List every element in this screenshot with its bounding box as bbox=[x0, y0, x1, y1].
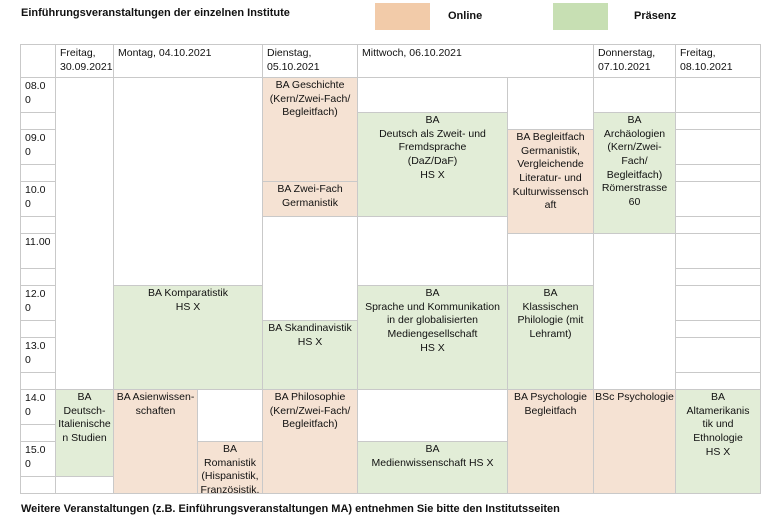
empty-cell bbox=[676, 165, 761, 182]
empty-cell bbox=[676, 130, 761, 165]
empty-cell bbox=[198, 390, 263, 442]
empty-cell bbox=[358, 78, 508, 113]
empty-cell bbox=[594, 234, 676, 390]
event-cell: BA Romanistik (Hispanistik, Französistik… bbox=[198, 442, 263, 494]
event-cell: BA Archäologien (Kern/Zwei- Fach/ Beglei… bbox=[594, 113, 676, 234]
legend-praesenz-label: Präsenz bbox=[634, 10, 677, 22]
event-cell: BA Medienwissenschaft HS X bbox=[358, 442, 508, 494]
event-cell: BSc Psychologie bbox=[594, 390, 676, 494]
footer-note: Weitere Veranstaltungen (z.B. Einführung… bbox=[21, 503, 560, 515]
time-cell: 12.00 bbox=[21, 286, 56, 321]
day-header-cell: Donnerstag, 07.10.2021 bbox=[594, 45, 676, 78]
event-cell: BA Skandinavistik HS X bbox=[263, 321, 358, 390]
empty-cell bbox=[263, 217, 358, 321]
event-cell: BA Deutsch- Italienische n Studien bbox=[56, 390, 114, 477]
event-cell: BA Deutsch als Zweit- und Fremdsprache (… bbox=[358, 113, 508, 217]
empty-cell bbox=[676, 321, 761, 338]
empty-cell bbox=[56, 78, 114, 390]
day-header-cell: Dienstag, 05.10.2021 bbox=[263, 45, 358, 78]
time-cell: 14.00 bbox=[21, 390, 56, 425]
time-half-cell bbox=[21, 269, 56, 286]
time-half-cell bbox=[21, 321, 56, 338]
time-half-cell bbox=[21, 373, 56, 390]
empty-cell bbox=[594, 78, 676, 113]
event-cell: BA Geschichte (Kern/Zwei-Fach/ Begleitfa… bbox=[263, 78, 358, 182]
empty-cell bbox=[508, 78, 594, 130]
event-cell: BA Sprache und Kommunikation in der glob… bbox=[358, 286, 508, 390]
day-header-cell: Mittwoch, 06.10.2021 bbox=[358, 45, 594, 78]
empty-cell bbox=[358, 390, 508, 442]
time-half-cell bbox=[21, 425, 56, 442]
time-cell: 10.00 bbox=[21, 182, 56, 217]
event-cell: BA Altamerikanis tik und Ethnologie HS X bbox=[676, 390, 761, 494]
empty-cell bbox=[676, 338, 761, 373]
time-cell: 13.00 bbox=[21, 338, 56, 373]
timetable: Freitag, 30.09.2021 Montag, 04.10.2021 Die… bbox=[20, 44, 761, 494]
event-cell: BA Philosophie (Kern/Zwei-Fach/ Begleitf… bbox=[263, 390, 358, 494]
day-header-cell: Freitag, 08.10.2021 bbox=[676, 45, 761, 78]
event-cell: BA Psychologie Begleitfach bbox=[508, 390, 594, 494]
day-header-cell: Freitag, 30.09.2021 bbox=[56, 45, 114, 78]
empty-cell bbox=[676, 373, 761, 390]
event-cell: BA Begleitfach Germanistik, Vergleichend… bbox=[508, 130, 594, 234]
empty-cell bbox=[114, 78, 263, 286]
legend-praesenz-swatch bbox=[553, 3, 608, 30]
event-cell: BA Komparatistik HS X bbox=[114, 286, 263, 390]
time-cell: 15.00 bbox=[21, 442, 56, 477]
empty-cell bbox=[358, 217, 508, 286]
empty-cell bbox=[508, 234, 594, 286]
time-cell: 08.00 bbox=[21, 78, 56, 113]
empty-cell bbox=[676, 286, 761, 321]
empty-cell bbox=[56, 477, 114, 494]
empty-cell bbox=[676, 113, 761, 130]
time-half-cell bbox=[21, 113, 56, 130]
time-half-cell bbox=[21, 217, 56, 234]
empty-cell bbox=[676, 234, 761, 269]
empty-cell bbox=[676, 217, 761, 234]
legend-online-label: Online bbox=[448, 10, 483, 22]
empty-cell bbox=[676, 182, 761, 217]
time-half-cell bbox=[21, 477, 56, 494]
day-header-cell: Montag, 04.10.2021 bbox=[114, 45, 263, 78]
event-cell: BA Klassischen Philologie (mit Lehramt) bbox=[508, 286, 594, 390]
page-title: Einführungsveranstaltungen der einzelnen… bbox=[21, 7, 290, 19]
empty-cell bbox=[676, 269, 761, 286]
event-cell: BA Zwei-Fach Germanistik bbox=[263, 182, 358, 217]
time-cell: 11.00 bbox=[21, 234, 56, 269]
legend-online-swatch bbox=[375, 3, 430, 30]
time-half-cell bbox=[21, 165, 56, 182]
event-cell: BA Asienwissen- schaften bbox=[114, 390, 198, 494]
empty-cell bbox=[676, 78, 761, 113]
corner-cell bbox=[21, 45, 56, 78]
time-cell: 09.00 bbox=[21, 130, 56, 165]
